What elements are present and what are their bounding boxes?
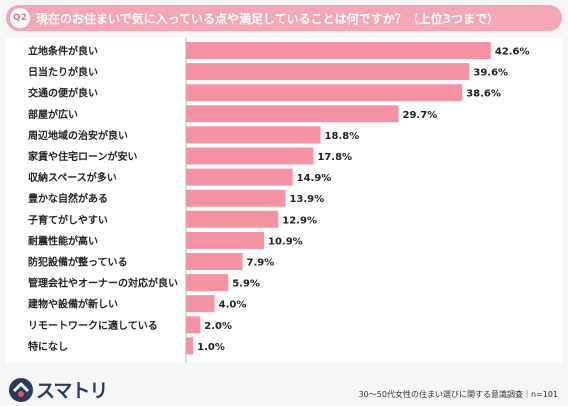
bar <box>186 316 201 334</box>
value-label: 2.0% <box>204 321 232 332</box>
category-label: 収納スペースが多い <box>28 171 117 184</box>
value-label: 29.7% <box>403 110 438 121</box>
bar <box>186 168 293 186</box>
bar <box>186 274 229 292</box>
category-label: 部屋が広い <box>28 108 78 121</box>
bar <box>186 253 243 270</box>
value-label: 39.6% <box>473 68 508 79</box>
value-label: 38.6% <box>466 89 501 100</box>
value-label: 4.0% <box>219 300 247 311</box>
bar-chart: 立地条件が良い 42.6% 日当たりが良い 39.6% 交通の便が良い 38.6% 部屋が広… <box>27 38 530 363</box>
bar <box>186 189 286 207</box>
category-label: 建物や設備が新しい <box>27 298 118 311</box>
bar <box>186 63 470 81</box>
brand-logo: スマトリ <box>8 376 108 403</box>
value-label: 42.6% <box>495 47 530 58</box>
footer: スマトリ 30～50代女性の住まい選びに関する意識調査｜n=101 <box>0 372 568 406</box>
value-label: 14.9% <box>297 173 332 184</box>
value-label: 1.0% <box>197 342 225 353</box>
bar <box>186 126 321 144</box>
category-label: 管理会社やオーナーの対応が良い <box>28 277 178 290</box>
bar <box>186 42 491 59</box>
value-label: 13.9% <box>289 194 324 205</box>
category-label: 防犯設備が整っている <box>28 256 128 269</box>
bar <box>186 210 279 228</box>
brand-name: スマトリ <box>36 380 108 402</box>
value-label: 7.9% <box>247 258 275 269</box>
bar <box>186 105 399 123</box>
category-label: 家賃や住宅ローンが安い <box>28 150 138 163</box>
question-badge: Q2 <box>10 8 30 28</box>
chart-panel: 立地条件が良い 42.6% 日当たりが良い 39.6% 交通の便が良い 38.6% 部屋が広… <box>6 38 562 363</box>
category-label: 日当たりが良い <box>28 66 98 79</box>
bar <box>186 147 314 165</box>
category-label: リモートワークに適している <box>28 319 158 332</box>
category-label: 耐震性能が高い <box>28 234 98 247</box>
category-label: 子育てがしやすい <box>28 213 108 226</box>
category-label: 豊かな自然がある <box>28 192 108 205</box>
value-label: 18.8% <box>325 131 360 142</box>
value-label: 12.9% <box>282 215 317 226</box>
category-label: 周辺地域の治安が良い <box>28 129 128 142</box>
bar <box>186 84 463 102</box>
value-label: 17.8% <box>317 152 352 163</box>
bar <box>186 337 194 355</box>
survey-source: 30～50代女性の住まい選びに関する意識調査｜n=101 <box>358 390 558 399</box>
bar <box>186 295 215 313</box>
category-label: 交通の便が良い <box>28 87 98 100</box>
question-text: 現在のお住まいで気に入っている点や満足していることは何ですか？（上位3つまで） <box>36 11 500 26</box>
value-label: 5.9% <box>232 279 260 290</box>
category-label: 特になし <box>28 340 68 353</box>
house-logo-icon <box>9 377 33 402</box>
category-label: 立地条件が良い <box>28 45 98 58</box>
question-header: Q2 現在のお住まいで気に入っている点や満足していることは何ですか？（上位3つま… <box>6 5 562 31</box>
value-label: 10.9% <box>268 236 303 247</box>
bar <box>186 231 264 249</box>
